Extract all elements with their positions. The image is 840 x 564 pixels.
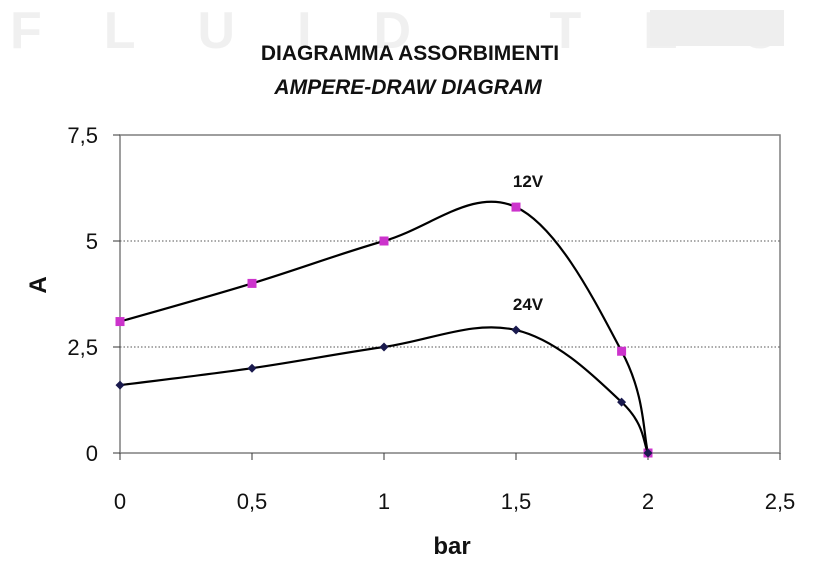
- chart-subtitle: AMPERE-DRAW DIAGRAM: [273, 76, 542, 99]
- data-point-24V: [379, 342, 389, 352]
- x-tick-label: 1,5: [501, 489, 532, 514]
- data-point-12V: [511, 202, 521, 212]
- x-tick-label: 2: [642, 489, 654, 514]
- data-point-24V: [617, 397, 627, 407]
- data-point-12V: [379, 236, 389, 246]
- y-axis-label: A: [25, 276, 52, 293]
- y-tick-label: 2,5: [67, 335, 98, 360]
- series-label-12V: 12V: [513, 172, 544, 191]
- series-group: 12V 24V: [115, 172, 653, 458]
- data-point-24V: [247, 363, 257, 373]
- grid-lines: [120, 240, 780, 348]
- data-point-12V: [617, 346, 627, 356]
- data-point-24V: [643, 448, 653, 458]
- y-axis-ticks: 0 2,5 5 7,5: [67, 123, 120, 466]
- data-point-12V: [247, 278, 257, 288]
- series-label-24V: 24V: [513, 295, 544, 314]
- data-point-24V: [511, 325, 521, 335]
- x-axis-label: bar: [433, 533, 470, 560]
- y-tick-label: 0: [86, 441, 98, 466]
- fluid-tech-watermark-logo: FLUID TECH: [10, 2, 840, 60]
- data-point-24V: [115, 380, 125, 390]
- y-tick-label: 7,5: [67, 123, 98, 148]
- x-tick-label: 0: [114, 489, 126, 514]
- data-point-12V: [115, 317, 125, 327]
- chart-title: DIAGRAMMA ASSORBIMENTI: [261, 42, 559, 65]
- x-tick-label: 1: [378, 489, 390, 514]
- x-tick-label: 0,5: [237, 489, 268, 514]
- x-axis-ticks: 0 0,5 1 1,5 2 2,5: [114, 453, 795, 514]
- y-tick-label: 5: [86, 229, 98, 254]
- plot-area: [119, 134, 781, 454]
- x-tick-label: 2,5: [765, 489, 796, 514]
